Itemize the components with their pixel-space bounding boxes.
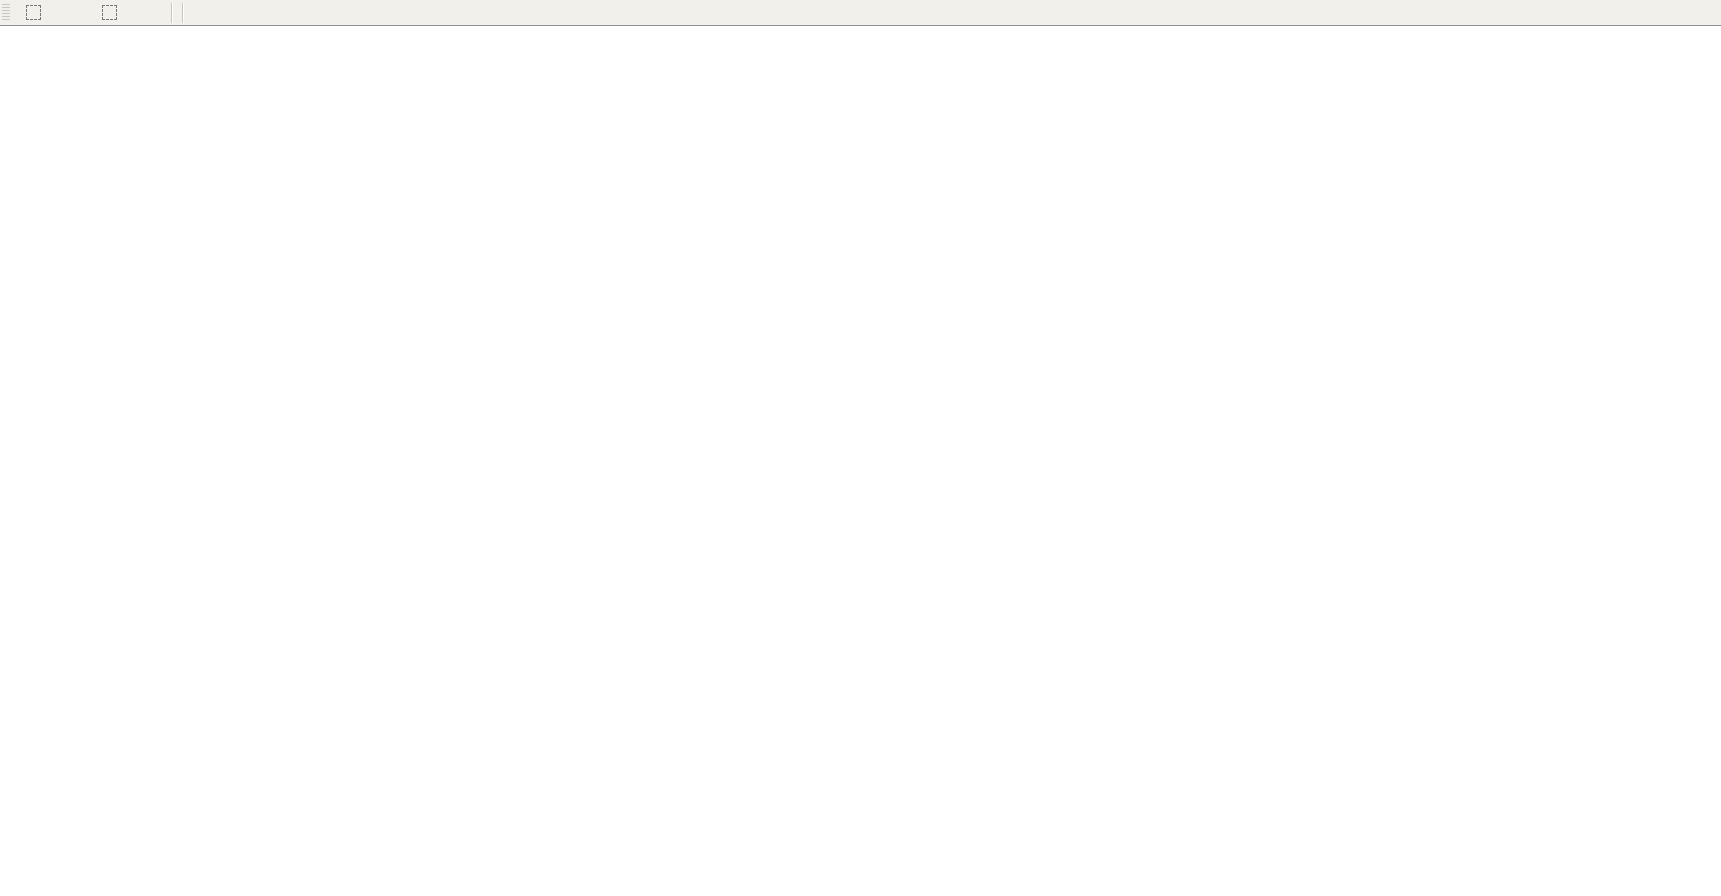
chart-canvas[interactable] xyxy=(0,25,1721,896)
draw-text-button[interactable] xyxy=(52,2,90,24)
toolbar-separator xyxy=(182,2,183,23)
boxed-t-icon xyxy=(101,5,117,20)
dashed-box-f-icon xyxy=(25,5,41,20)
toolbar-drag-handle[interactable] xyxy=(2,3,10,22)
text-label-button[interactable] xyxy=(90,2,128,24)
cursor-tool-button[interactable] xyxy=(14,2,52,24)
arrows-tool-button[interactable] xyxy=(128,2,166,24)
chart-title xyxy=(6,29,10,41)
toolbar xyxy=(0,0,1721,26)
toolbar-separator xyxy=(171,2,172,23)
